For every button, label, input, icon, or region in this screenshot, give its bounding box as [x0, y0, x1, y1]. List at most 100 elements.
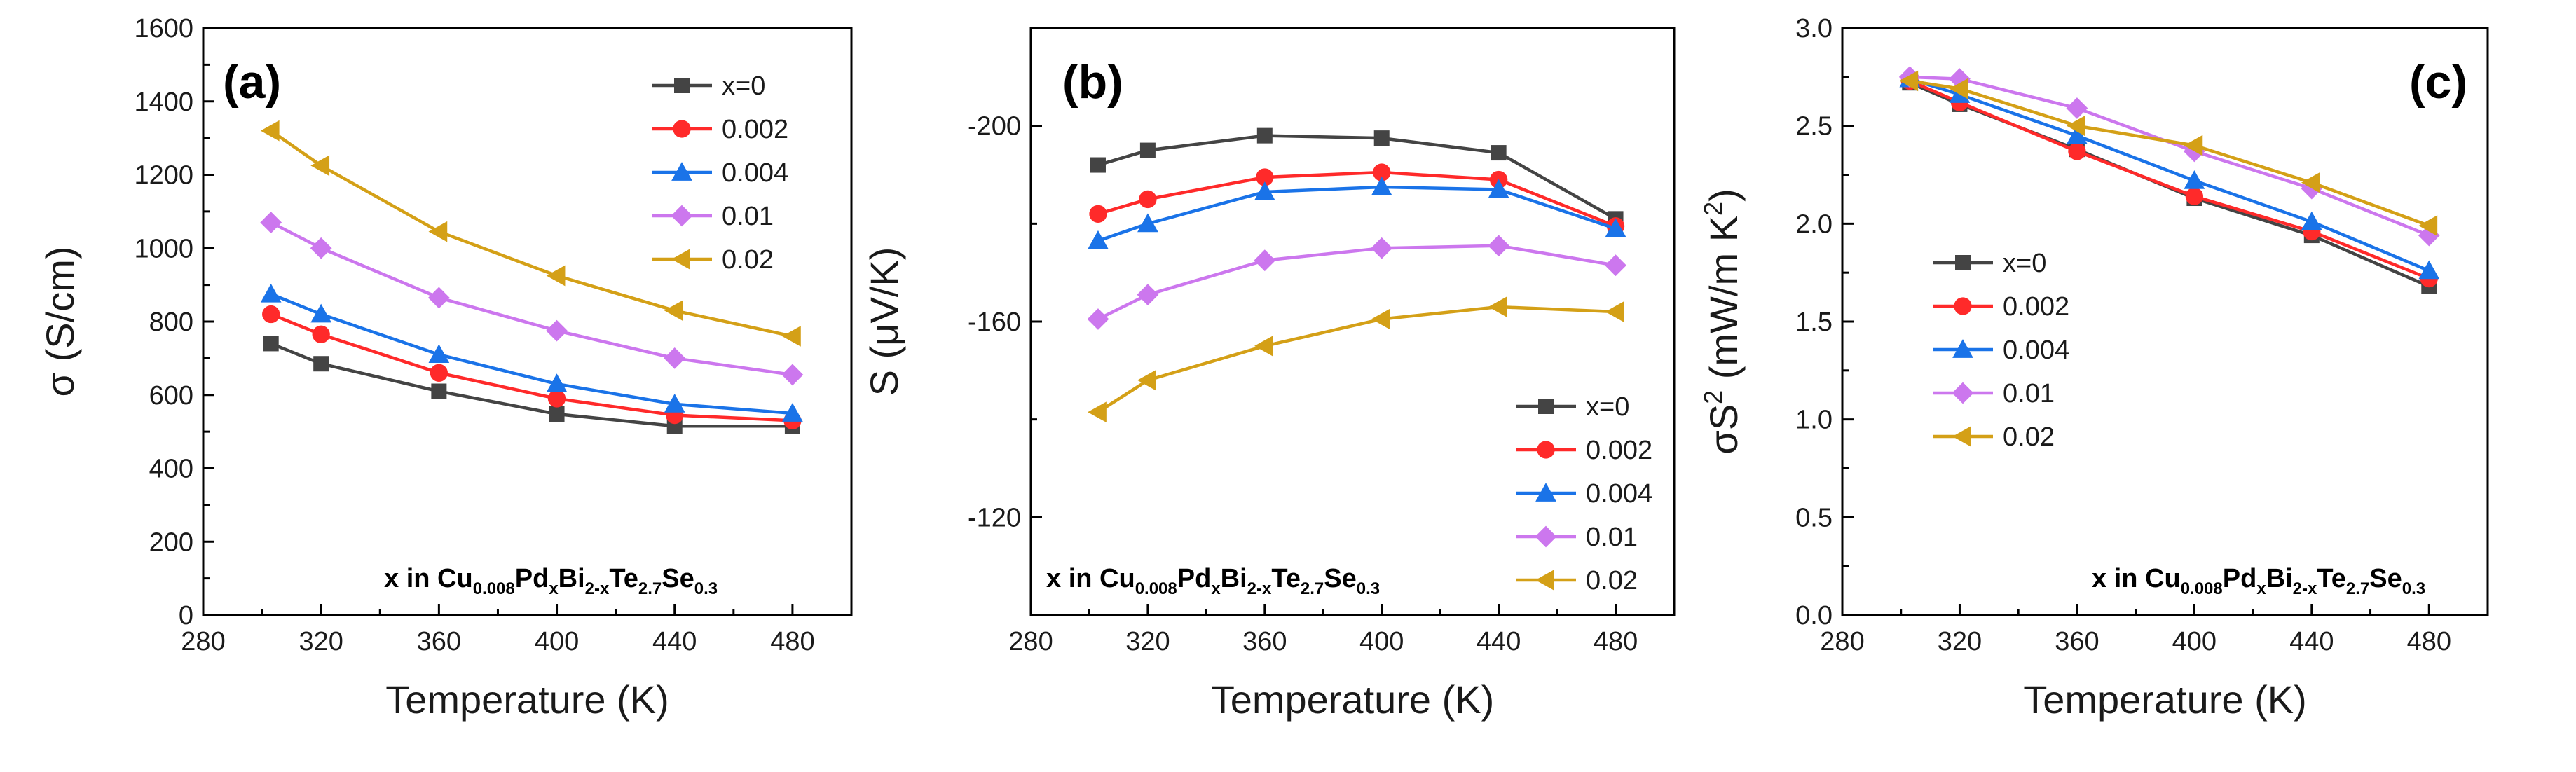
data-point — [781, 364, 804, 386]
data-point — [1254, 249, 1276, 272]
legend-marker — [671, 249, 690, 270]
y-axis-title: σ (S/cm) — [38, 247, 82, 397]
x-tick-label: 400 — [2172, 627, 2217, 656]
legend-entry-label: x=0 — [722, 71, 765, 101]
y-tick-label: -120 — [968, 503, 1021, 532]
data-point — [546, 265, 566, 287]
y-tick-label: 1600 — [134, 14, 193, 43]
data-point — [1139, 142, 1156, 158]
y-axis-title: S (μV/K) — [862, 247, 906, 397]
legend-marker — [671, 205, 693, 227]
y-tick-label: -200 — [968, 112, 1021, 142]
panel-1-composition-annotation: x in Cu0.008PdxBi2-xTe2.7Se0.3 — [1046, 564, 1380, 598]
legend-entry-label: 0.002 — [1586, 436, 1652, 465]
panel-0-composition-annotation: x in Cu0.008PdxBi2-xTe2.7Se0.3 — [384, 564, 718, 598]
x-axis-title: Temperature (K) — [385, 677, 669, 722]
x-tick-label: 360 — [417, 627, 461, 656]
y-tick-label: 1200 — [134, 161, 193, 191]
x-tick-label: 440 — [2289, 627, 2334, 656]
legend-marker — [674, 78, 690, 93]
legend-entry-label: 0.004 — [2003, 336, 2069, 365]
series-line-0.02 — [270, 129, 793, 338]
data-point — [2418, 260, 2440, 280]
legend-marker — [1952, 426, 1971, 447]
data-point — [428, 344, 450, 364]
x-tick-label: 280 — [1008, 627, 1053, 656]
panel-label: (a) — [223, 55, 281, 109]
legend-marker — [1952, 339, 1973, 358]
legend: x=0 0.002 0.004 0.01 0.02 — [1516, 392, 1652, 595]
x-axis-title: Temperature (K) — [2023, 677, 2307, 722]
legend-marker — [1535, 525, 1557, 548]
data-point — [1371, 308, 1390, 330]
data-point — [2418, 215, 2438, 236]
legend-entry-label: 0.002 — [722, 115, 788, 144]
data-point — [1088, 401, 1107, 423]
data-point — [1899, 70, 1919, 92]
data-point — [782, 326, 801, 347]
x-tick-label: 320 — [1125, 627, 1170, 656]
data-point — [1488, 296, 1507, 317]
series-line-x=0 — [1097, 134, 1617, 221]
legend-marker — [1538, 399, 1554, 414]
data-point — [1137, 284, 1159, 305]
data-point — [313, 356, 329, 372]
data-point — [1137, 213, 1158, 233]
data-point — [1373, 130, 1390, 146]
data-point — [1254, 336, 1273, 357]
y-tick-label: 200 — [149, 528, 193, 557]
series-line-0.004 — [1909, 77, 2430, 273]
y-tick-label: 800 — [149, 308, 193, 337]
legend-marker — [1535, 483, 1556, 502]
data-point — [260, 212, 282, 233]
legend-marker — [1952, 382, 1974, 404]
x-tick-label: 320 — [1938, 627, 1982, 656]
data-point — [262, 305, 280, 324]
data-point — [1088, 230, 1109, 249]
series-line-0.002 — [1909, 79, 2430, 280]
data-point — [260, 120, 280, 142]
data-point — [263, 336, 279, 352]
y-tick-label: 0.0 — [1795, 601, 1832, 630]
plot-frame — [1841, 27, 2489, 616]
y-tick-label: 3.0 — [1795, 14, 1832, 43]
y-tick-label: 400 — [149, 455, 193, 484]
series-line-0.01 — [1910, 75, 2430, 237]
y-tick-label: 1000 — [134, 234, 193, 263]
data-point — [1371, 237, 1393, 259]
data-point — [310, 237, 332, 259]
data-point — [1949, 78, 1968, 99]
plot-frame — [1029, 27, 1676, 616]
x-tick-label: 440 — [652, 627, 697, 656]
legend-marker — [1955, 255, 1971, 270]
legend-entry-label: 0.01 — [722, 202, 774, 231]
legend-entry-label: 0.01 — [2003, 379, 2055, 408]
legend-entry-label: 0.02 — [2003, 422, 2055, 452]
data-point — [310, 303, 332, 323]
chart-panel-c: 280 320 360 400 440 480 0.0 0.5 1.0 1.5 2.0 2.5 3.0 T… — [1699, 14, 2489, 722]
data-point — [1087, 308, 1109, 330]
data-point — [2301, 177, 2323, 200]
x-tick-label: 280 — [181, 627, 225, 656]
data-point — [1605, 254, 1626, 277]
data-point — [1373, 163, 1391, 181]
data-point — [1090, 157, 1106, 173]
y-axis-title: σS2 (mW/m K2) — [1699, 188, 1746, 454]
panel-2-composition-annotation: x in Cu0.008PdxBi2-xTe2.7Se0.3 — [2092, 564, 2425, 598]
data-point — [1254, 181, 1275, 200]
legend-marker — [1537, 441, 1555, 459]
data-point — [312, 325, 330, 343]
data-point — [1089, 205, 1107, 223]
data-point — [2068, 142, 2086, 160]
data-point — [2301, 172, 2320, 193]
legend-marker — [1535, 570, 1554, 591]
data-point — [1605, 301, 1624, 322]
data-point — [2066, 97, 2088, 119]
panel-label: (c) — [2409, 55, 2467, 109]
x-tick-label: 400 — [535, 627, 579, 656]
data-point — [1256, 168, 1274, 186]
data-point — [546, 373, 568, 392]
data-point — [1139, 190, 1157, 209]
legend-entry-label: 0.004 — [1586, 479, 1652, 509]
